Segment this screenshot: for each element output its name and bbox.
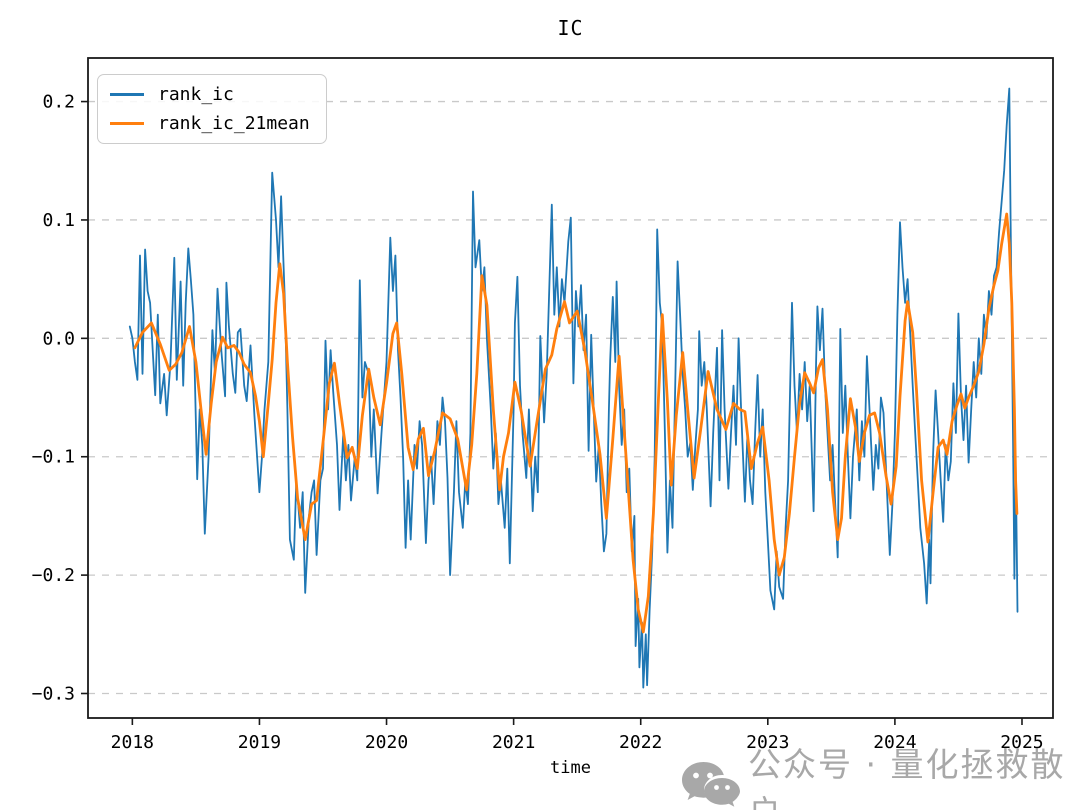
x-tick-label: 2024 [873, 732, 916, 753]
x-tick-label: 2023 [746, 732, 789, 753]
plot-spines [87, 57, 1054, 719]
legend-item-rank_ic_21mean: rank_ic_21mean [110, 113, 310, 134]
watermark-text: 公众号 · 量化拯救散户 [748, 745, 1066, 810]
legend: rank_ic rank_ic_21mean [97, 74, 327, 144]
x-tick-label: 2021 [492, 732, 535, 753]
legend-line-sample [110, 122, 144, 125]
legend-label: rank_ic_21mean [158, 113, 310, 134]
y-tick-label: −0.2 [32, 565, 75, 586]
y-tick-label: −0.1 [32, 447, 75, 468]
x-tick-label: 2025 [1000, 732, 1043, 753]
x-tick-label: 2019 [238, 732, 281, 753]
wechat-icon [680, 760, 740, 810]
y-tick-label: −0.3 [32, 683, 75, 704]
x-tick-label: 2018 [111, 732, 154, 753]
legend-item-rank_ic: rank_ic [110, 84, 310, 105]
series-rank_ic_21mean [133, 212, 1019, 634]
watermark: 公众号 · 量化拯救散户 [680, 738, 1080, 810]
series-rank_ic [128, 87, 1019, 689]
x-axis-label: time [550, 758, 591, 778]
x-tick-label: 2022 [619, 732, 662, 753]
legend-line-sample [110, 93, 144, 96]
y-tick-label: 0.1 [42, 210, 75, 231]
y-tick-label: 0.2 [42, 92, 75, 113]
legend-label: rank_ic [158, 84, 234, 105]
y-tick-label: 0.0 [42, 328, 75, 349]
chart-title: IC [557, 16, 584, 40]
x-tick-label: 2020 [365, 732, 408, 753]
